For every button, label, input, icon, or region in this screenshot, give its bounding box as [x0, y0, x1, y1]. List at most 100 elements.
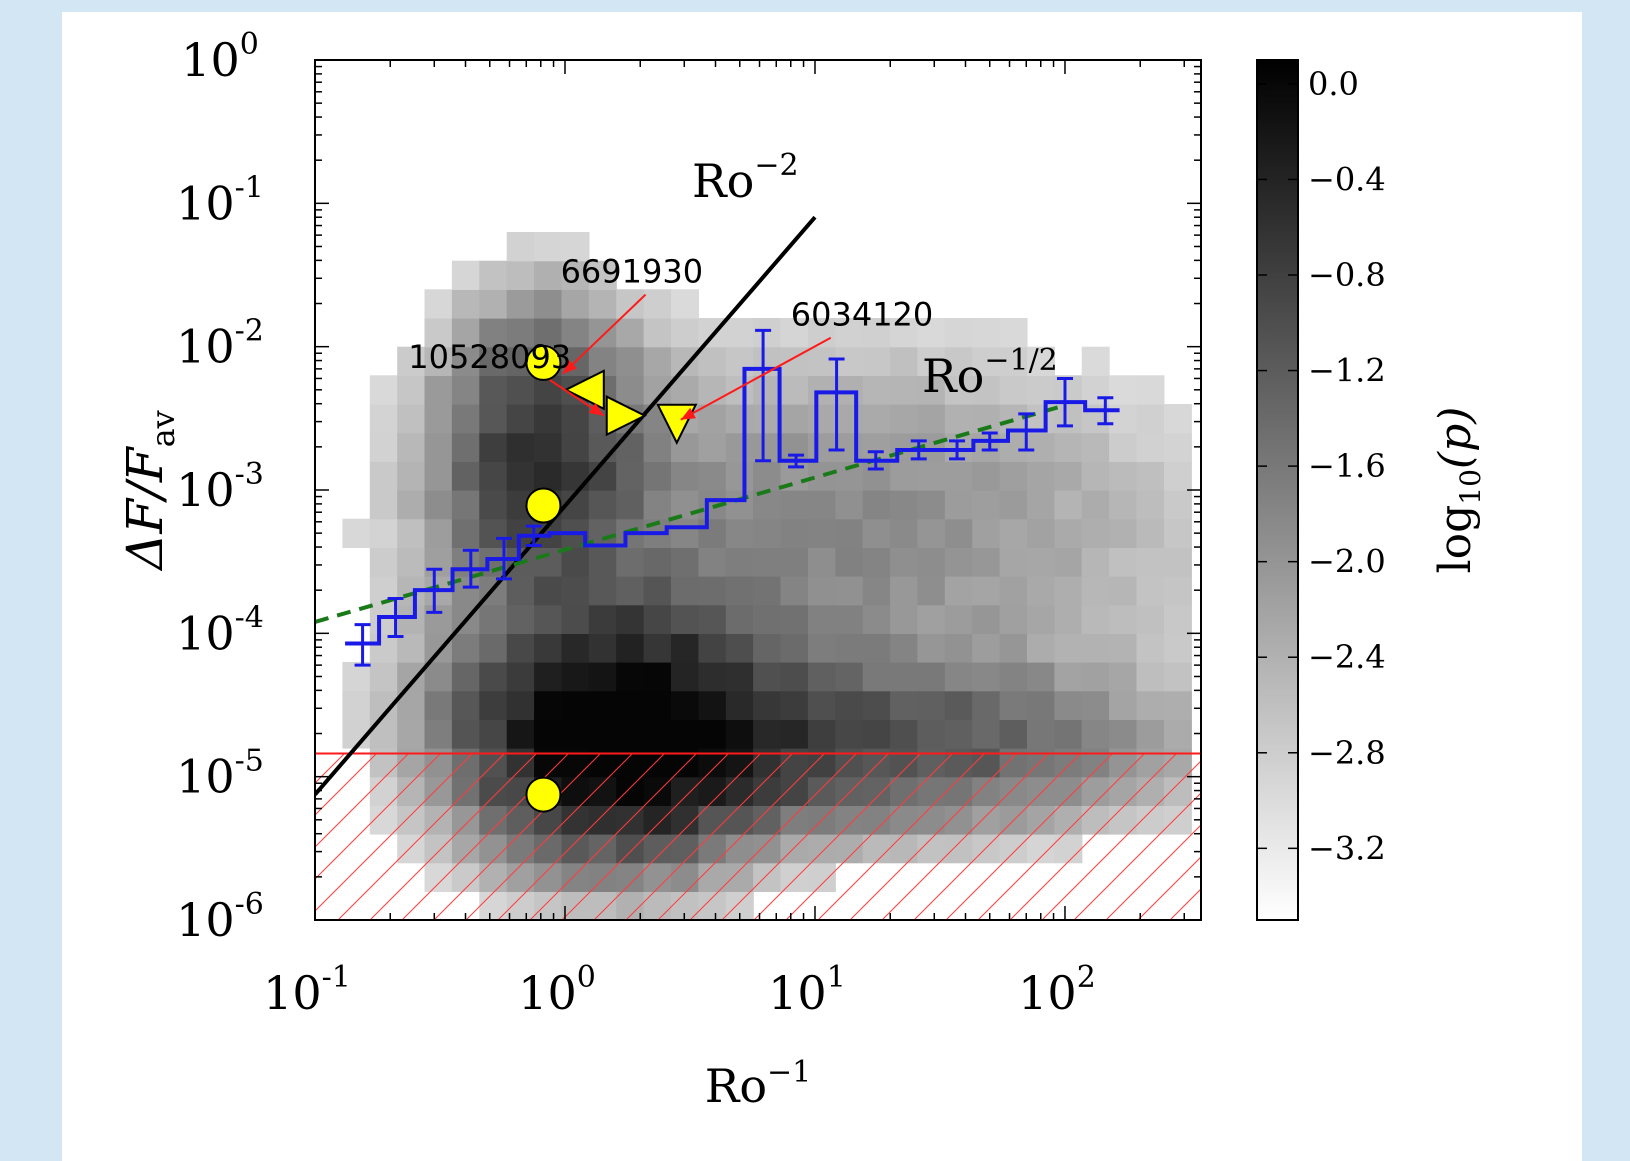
heatmap-cell	[562, 461, 590, 490]
heatmap-cell	[1137, 404, 1165, 433]
heatmap-cell	[479, 605, 507, 634]
heatmap-cell	[1000, 433, 1028, 462]
colorbar-gradient	[1257, 60, 1298, 920]
heatmap-cell	[589, 605, 617, 634]
heatmap-cell	[753, 719, 781, 748]
heatmap-cell	[808, 375, 836, 404]
svg-text:log10(p): log10(p)	[1430, 407, 1487, 574]
heatmap-cell	[370, 490, 398, 519]
y-tick-label: 10-4	[176, 600, 264, 660]
heatmap-cell	[781, 519, 809, 548]
heatmap-cell	[534, 232, 562, 261]
heatmap-cell	[808, 547, 836, 576]
heatmap-cell	[397, 605, 425, 634]
heatmap-cell	[917, 519, 945, 548]
colorbar-tick-label: −0.4	[1308, 160, 1386, 198]
heatmap-cell	[397, 662, 425, 691]
heatmap-cell	[1164, 576, 1192, 605]
hatched-region	[315, 754, 1201, 920]
heatmap-cell	[1137, 576, 1165, 605]
heatmap-cell	[671, 490, 699, 519]
heatmap-cell	[616, 490, 644, 519]
heatmap-cell	[1054, 519, 1082, 548]
heatmap-cell	[835, 347, 863, 376]
heatmap-cell	[781, 719, 809, 748]
heatmap-cell	[808, 605, 836, 634]
colorbar: 0.0−0.4−0.8−1.2−1.6−2.0−2.4−2.8−3.2 log1…	[1257, 60, 1487, 920]
heatmap-cell	[808, 347, 836, 376]
heatmap-cell	[972, 662, 1000, 691]
heatmap-cell	[370, 547, 398, 576]
heatmap-cell	[1054, 605, 1082, 634]
heatmap-cell	[835, 576, 863, 605]
heatmap-cell	[1109, 490, 1137, 519]
heatmap-cell	[397, 519, 425, 548]
colorbar-label: log10(p)	[1430, 407, 1487, 574]
heatmap-cell	[972, 576, 1000, 605]
heatmap-cell	[835, 375, 863, 404]
heatmap-cell	[1054, 719, 1082, 748]
heatmap-cell	[698, 576, 726, 605]
heatmap-cell	[726, 547, 754, 576]
x-tick-label: 10-1	[263, 960, 351, 1020]
heatmap-cell	[1000, 719, 1028, 748]
heatmap-cell	[397, 433, 425, 462]
heatmap-cell	[616, 719, 644, 748]
heatmap-cell	[479, 375, 507, 404]
colorbar-tick-label: −1.6	[1308, 447, 1386, 485]
heatmap-cell	[562, 662, 590, 691]
heatmap-cell	[644, 691, 672, 720]
heatmap-cell	[863, 691, 891, 720]
heatmap-cell	[507, 633, 535, 662]
heatmap-cell	[1027, 633, 1055, 662]
heatmap-cell	[863, 375, 891, 404]
heatmap-cell	[726, 662, 754, 691]
heatmap-cell	[425, 547, 453, 576]
heatmap-cell	[425, 605, 453, 634]
heatmap-cell	[562, 433, 590, 462]
circle-marker	[526, 778, 560, 812]
heatmap-cell	[753, 375, 781, 404]
x-tick-label: 101	[768, 960, 846, 1020]
heatmap-cell	[425, 404, 453, 433]
heatmap-cell	[1027, 576, 1055, 605]
heatmap-cell	[753, 576, 781, 605]
heatmap-cell	[1137, 433, 1165, 462]
star-id-label: 6034120	[791, 296, 934, 334]
heatmap-cell	[1082, 347, 1110, 376]
heatmap-cell	[863, 662, 891, 691]
heatmap-cell	[698, 375, 726, 404]
heatmap-cell	[589, 547, 617, 576]
colorbar-tick-label: −0.8	[1308, 256, 1386, 294]
heatmap-cell	[644, 433, 672, 462]
heatmap-cell	[1082, 719, 1110, 748]
heatmap-cell	[616, 633, 644, 662]
heatmap-cell	[863, 404, 891, 433]
heatmap-cell	[370, 519, 398, 548]
heatmap-cell	[534, 662, 562, 691]
heatmap-cell	[671, 662, 699, 691]
heatmap-cell	[425, 375, 453, 404]
heatmap-cell	[726, 576, 754, 605]
heatmap-cell	[1109, 433, 1137, 462]
heatmap-cell	[1082, 576, 1110, 605]
heatmap-cell	[1164, 404, 1192, 433]
heatmap-cell	[1137, 719, 1165, 748]
heatmap-cell	[890, 519, 918, 548]
heatmap-cell	[835, 633, 863, 662]
heatmap-cell	[616, 347, 644, 376]
heatmap-cell	[452, 719, 480, 748]
heatmap-cell	[1000, 605, 1028, 634]
heatmap-cell	[972, 490, 1000, 519]
heatmap-cell	[644, 662, 672, 691]
heatmap-cell	[1054, 633, 1082, 662]
heatmap-cell	[1164, 691, 1192, 720]
heatmap-cell	[1109, 633, 1137, 662]
heatmap-cell	[562, 576, 590, 605]
heatmap-cell	[945, 662, 973, 691]
heatmap-cell	[781, 375, 809, 404]
heatmap-cell	[753, 662, 781, 691]
heatmap-cell	[1054, 691, 1082, 720]
heatmap-cell	[507, 375, 535, 404]
heatmap-cell	[917, 547, 945, 576]
